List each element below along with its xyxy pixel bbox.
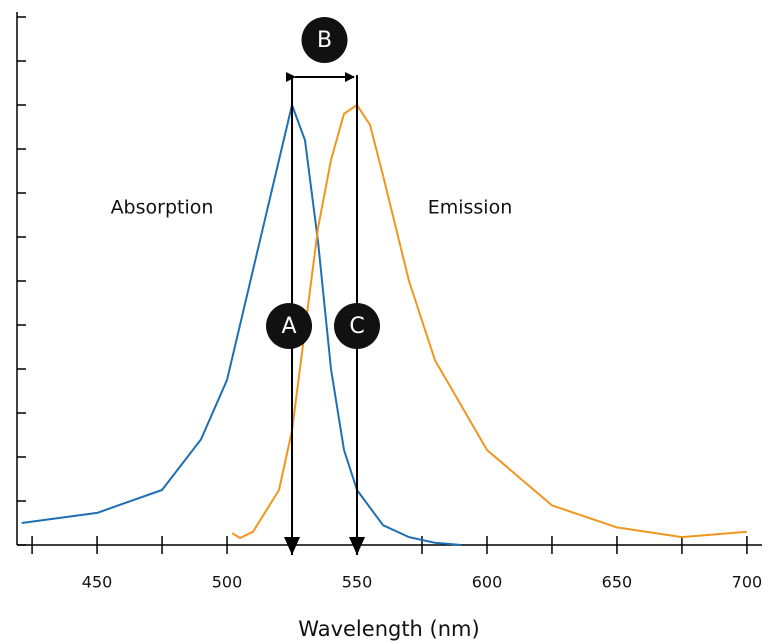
annotation-badge xyxy=(266,303,313,349)
x-axis-title: Wavelength (nm) xyxy=(298,617,479,641)
x-tick-label: 450 xyxy=(82,573,113,592)
x-tick-label: 500 xyxy=(212,573,243,592)
x-tick-label: 650 xyxy=(602,573,633,592)
annotation-badge xyxy=(334,303,381,349)
annotation-label: C xyxy=(349,314,364,339)
series-line xyxy=(21,104,462,546)
x-tick-label: 550 xyxy=(342,573,373,592)
annotation-label: B xyxy=(317,28,332,53)
series-label: Emission xyxy=(428,197,513,219)
annotation-label: A xyxy=(281,314,296,339)
series-label: Absorption xyxy=(111,197,214,219)
x-tick-label: 600 xyxy=(472,573,503,592)
x-tick-label: 700 xyxy=(732,573,763,592)
annotation-badge xyxy=(301,17,348,63)
